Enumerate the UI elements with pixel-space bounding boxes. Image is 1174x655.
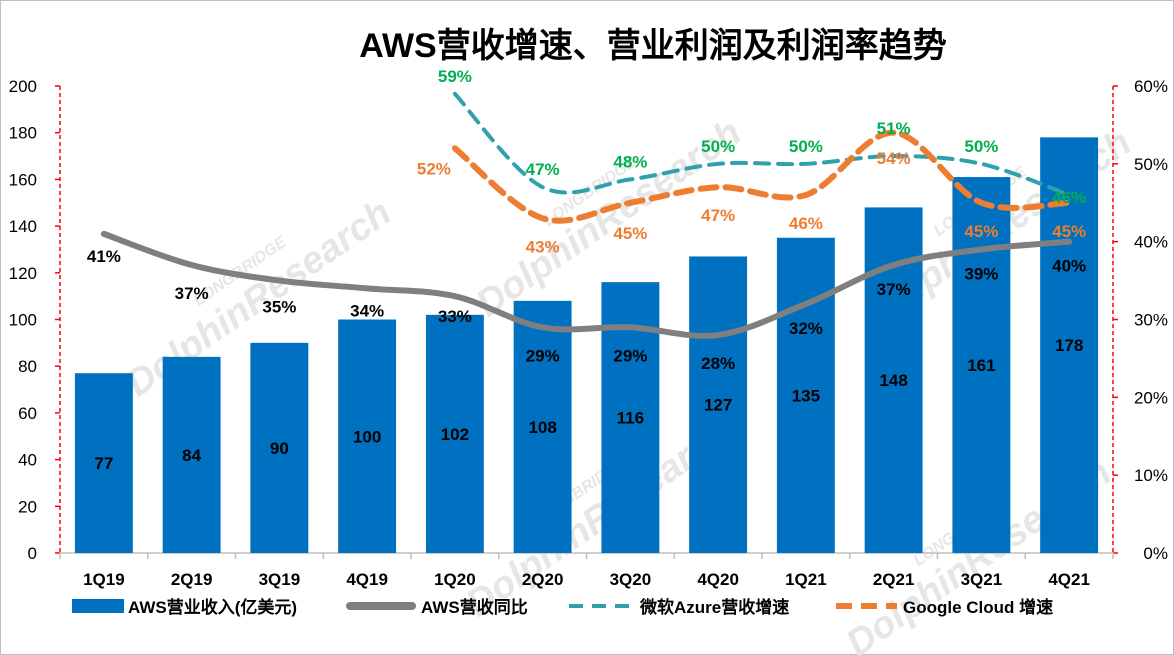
azure-growth-label: 46% [1052,188,1086,207]
bar-value-label: 108 [528,418,556,437]
legend-label-bar: AWS营业收入(亿美元) [128,597,297,617]
legend-swatch-bar [72,599,124,613]
google-cloud-growth-label: 46% [789,214,823,233]
right-tick-label: 20% [1134,388,1168,407]
aws-yoy-label: 28% [701,354,735,373]
azure-growth-label: 50% [789,137,823,156]
bar-value-label: 84 [182,446,201,465]
bar-value-label: 102 [441,425,469,444]
category-labels: 1Q19 2Q19 3Q19 4Q19 1Q20 2Q20 3Q20 4Q20 1Q21 2Q21… [83,570,1090,589]
legend-item-aws-yoy[interactable]: AWS营收同比 [346,597,528,617]
category-label: 1Q20 [434,570,476,589]
bar [689,256,748,553]
legend-label-azure: 微软Azure营收增速 [639,597,789,617]
legend-label-google: Google Cloud 增速 [903,597,1053,617]
legend: AWS营业收入(亿美元) AWS营收同比 微软Azure营收增速 Google … [72,597,1053,617]
aws-yoy-label: 39% [964,264,998,283]
category-label: 3Q21 [961,570,1003,589]
right-tick-label: 40% [1134,233,1168,252]
azure-growth-label: 47% [526,160,560,179]
bar-value-label: 135 [792,386,820,405]
aws-yoy-label: 37% [175,284,209,303]
category-label: 1Q21 [785,570,827,589]
right-tick-label: 60% [1134,77,1168,96]
google-cloud-growth-label: 54% [877,149,911,168]
category-label: 4Q20 [697,570,739,589]
chart-title: AWS营收增速、营业利润及利润率趋势 [359,27,946,65]
right-tick-label: 30% [1134,311,1168,330]
bar-value-label: 90 [270,439,289,458]
azure-growth-label: 59% [438,67,472,86]
left-tick-label: 200 [9,77,37,96]
google-cloud-growth-label: 52% [417,159,451,178]
right-tick-label: 0% [1143,544,1168,563]
left-tick-label: 60 [18,404,37,423]
azure-growth-line [452,91,1072,197]
bar-value-label: 77 [94,454,113,473]
google-cloud-growth-line [451,129,1073,224]
left-tick-label: 180 [9,124,37,143]
aws-yoy-label: 33% [438,307,472,326]
left-tick-label: 100 [9,311,37,330]
bar-value-label: 100 [353,427,381,446]
category-label: 4Q19 [346,570,388,589]
category-label: 2Q20 [522,570,564,589]
aws-yoy-label: 29% [526,346,560,365]
bar-value-label: 127 [704,396,732,415]
google-cloud-growth-label: 45% [964,222,998,241]
azure-growth-label: 50% [701,137,735,156]
bar-series [74,137,1099,554]
left-tick-label: 0 [28,544,37,563]
axes: 0 20 40 60 80 100 120 140 160 180 200 0% 10% 20% 30% 40… [9,77,1168,563]
bar [425,314,484,553]
data-labels: 77 84 90 100 102 108 116 127 135 148 161 178 41% 37% 3… [87,67,1086,473]
google-cloud-growth-label: 45% [613,224,647,243]
bar [513,300,572,553]
azure-growth-label: 48% [613,152,647,171]
right-tick-label: 50% [1134,155,1168,174]
category-label: 2Q21 [873,570,915,589]
left-tick-label: 140 [9,217,37,236]
left-tick-label: 40 [18,451,37,470]
left-tick-label: 80 [18,357,37,376]
bar-value-label: 148 [879,371,907,390]
line-series [100,91,1073,339]
category-label: 2Q19 [171,570,213,589]
aws-yoy-line [100,230,1073,339]
bar [338,319,397,553]
bar [162,356,221,553]
azure-growth-label: 50% [964,137,998,156]
category-label: 4Q21 [1048,570,1090,589]
azure-growth-label: 51% [877,119,911,138]
aws-yoy-label: 34% [350,301,384,320]
aws-yoy-label: 37% [877,280,911,299]
legend-label-aws-yoy: AWS营收同比 [421,597,528,617]
legend-item-google[interactable]: Google Cloud 增速 [836,597,1053,617]
left-tick-label: 20 [18,497,37,516]
bar [74,373,133,553]
google-cloud-growth-label: 43% [526,237,560,256]
aws-yoy-label: 29% [613,346,647,365]
bar-value-label: 116 [617,409,644,428]
left-tick-label: 160 [9,170,37,189]
legend-item-bar[interactable]: AWS营业收入(亿美元) [72,597,297,617]
google-cloud-growth-label: 45% [1052,222,1086,241]
category-label: 1Q19 [83,570,125,589]
bar [776,237,835,553]
bar [250,342,309,553]
category-label: 3Q20 [610,570,652,589]
legend-item-azure[interactable]: 微软Azure营收增速 [569,597,789,617]
aws-yoy-label: 41% [87,247,121,266]
bar-value-label: 178 [1055,336,1083,355]
aws-yoy-label: 40% [1052,257,1086,276]
aws-yoy-label: 32% [789,319,823,338]
google-cloud-growth-label: 47% [701,206,735,225]
bar [952,177,1011,553]
left-tick-label: 120 [9,264,37,283]
right-tick-label: 10% [1134,466,1168,485]
aws-yoy-label: 35% [262,298,296,317]
category-label: 3Q19 [259,570,301,589]
bar-value-label: 161 [967,356,995,375]
